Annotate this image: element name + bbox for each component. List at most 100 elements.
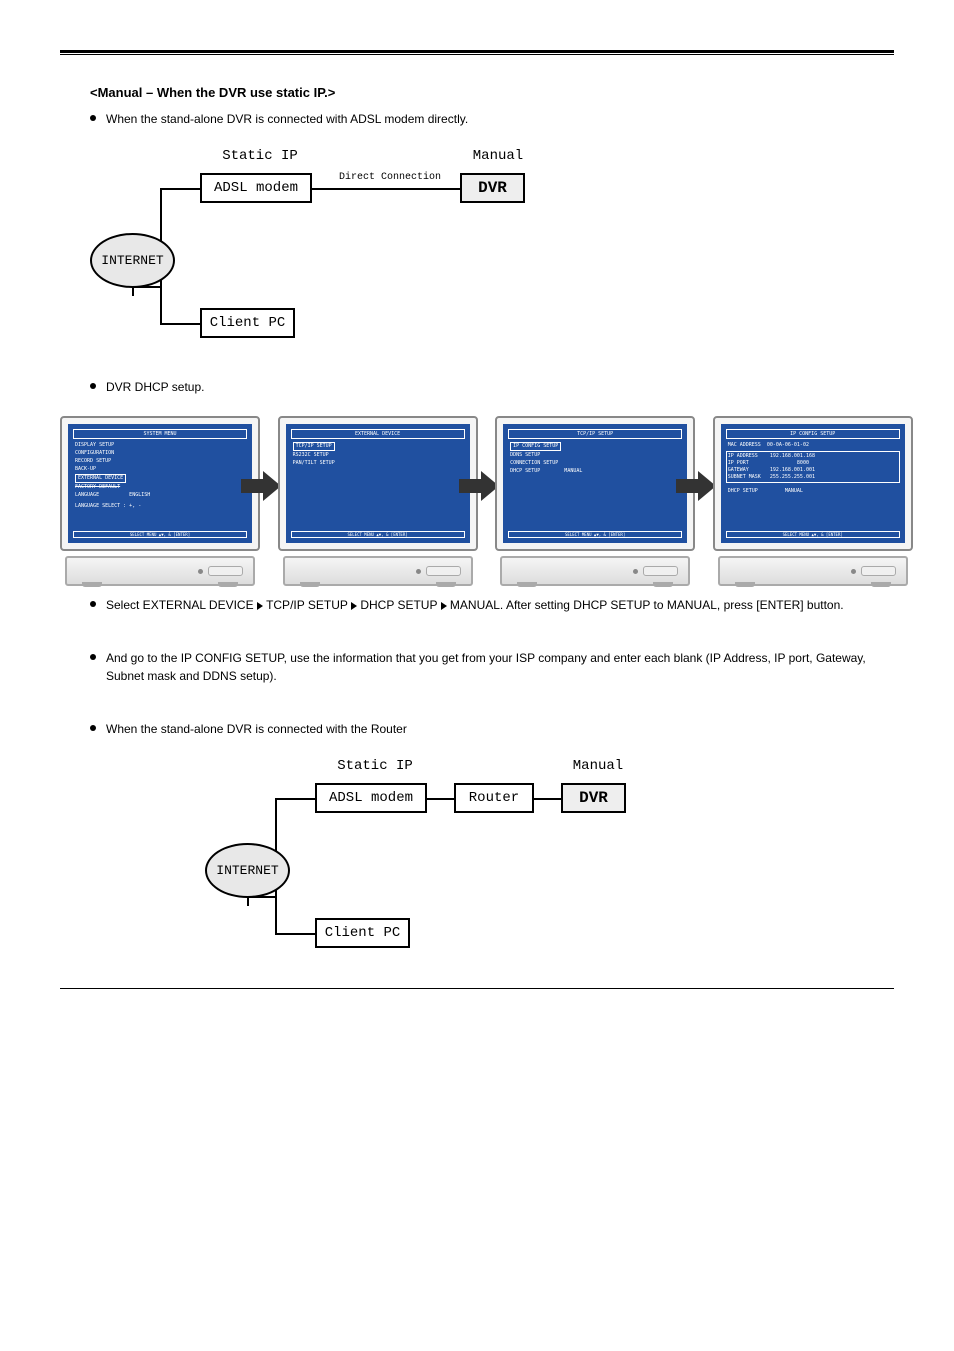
dvr-base (500, 556, 690, 586)
node-internet: INTERNET (90, 233, 175, 288)
triangle-right-icon (441, 602, 447, 610)
dvr-menu-footer: SELECT MENU ▲▼, & [ENTER] (726, 531, 900, 538)
triangle-right-icon (257, 602, 263, 610)
bullet-dot-icon (90, 601, 96, 607)
connector-line (247, 896, 277, 898)
dvr-menu-item: GATEWAY 192.168.001.001 (728, 467, 898, 474)
bullet-item: And go to the IP CONFIG SETUP, use the i… (90, 649, 894, 685)
dvr-led-icon (416, 569, 421, 574)
dvr-menu-title: TCP/IP SETUP (508, 429, 682, 439)
dvr-foot (218, 582, 238, 587)
dvr-menu: TCP/IP SETUP IP CONFIG SETUP DDNS SETUP … (503, 424, 687, 543)
dvr-menu-item: MAC ADDRESS 00-0A-06-01-02 (726, 441, 900, 449)
dvr-foot (653, 582, 673, 587)
dvr-menu-item: CONFIGURATION (73, 449, 247, 457)
dvr-menu-item: DHCP SETUP MANUAL (726, 487, 900, 495)
dvr-foot (300, 582, 320, 587)
connector-line (160, 323, 200, 325)
dvr-menu-item: CONNECTION SETUP (508, 459, 682, 467)
dvr-menu-item: BACK-UP (73, 465, 247, 473)
network-diagram-2: Static IP ADSL modem Router Manual DVR I… (150, 758, 650, 958)
bullet-dot-icon (90, 115, 96, 121)
dvr-led-icon (633, 569, 638, 574)
dvr-menu-item: DISPLAY SETUP (73, 441, 247, 449)
dvr-menu-footer: SELECT MENU ▲▼, & [ENTER] (508, 531, 682, 538)
dvr-menu-item: DDNS SETUP (508, 451, 682, 459)
dvr-screen-2: EXTERNAL DEVICE TCP/IP SETUP RS232C SETU… (278, 416, 459, 586)
dvr-menu-item: DHCP SETUP MANUAL (508, 467, 682, 475)
dvr-menu-item: PAN/TILT SETUP (291, 459, 465, 467)
dvr-monitor: IP CONFIG SETUP MAC ADDRESS 00-0A-06-01-… (713, 416, 913, 551)
dvr-slot-icon (643, 566, 678, 576)
dvr-foot (82, 582, 102, 587)
box-adsl-modem: ADSL modem (200, 173, 312, 203)
dvr-menu-title: SYSTEM MENU (73, 429, 247, 439)
box-router: Router (454, 783, 534, 813)
dvr-menu-item: LANGUAGE SELECT : +, - (73, 502, 247, 510)
dvr-menu-box: IP ADDRESS 192.168.001.168 IP PORT 8000 … (726, 451, 900, 483)
bullet-text: DVR DHCP setup. (106, 378, 894, 396)
connector-line (275, 798, 315, 800)
dvr-menu: EXTERNAL DEVICE TCP/IP SETUP RS232C SETU… (286, 424, 470, 543)
box-dvr: DVR (460, 173, 525, 203)
connector-line (247, 896, 249, 906)
dvr-slot-icon (861, 566, 896, 576)
dvr-screen-3: TCP/IP SETUP IP CONFIG SETUP DDNS SETUP … (495, 416, 676, 586)
dvr-foot (735, 582, 755, 587)
dvr-base (65, 556, 255, 586)
label-manual: Manual (468, 148, 528, 164)
arrow-right-icon (241, 471, 277, 501)
bullet-dot-icon (90, 383, 96, 389)
bullet-dot-icon (90, 654, 96, 660)
dvr-monitor: SYSTEM MENU DISPLAY SETUP CONFIGURATION … (60, 416, 260, 551)
bottom-border (60, 988, 894, 989)
bullet-text: And go to the IP CONFIG SETUP, use the i… (106, 649, 894, 685)
dvr-menu-title: IP CONFIG SETUP (726, 429, 900, 439)
dvr-slot-icon (208, 566, 243, 576)
box-client-pc: Client PC (315, 918, 410, 948)
network-diagram-1: Static IP ADSL modem Direct Connection M… (90, 148, 590, 358)
box-client-pc: Client PC (200, 308, 295, 338)
top-border (60, 50, 894, 55)
dvr-foot (436, 582, 456, 587)
connector-line (275, 933, 315, 935)
dvr-led-icon (198, 569, 203, 574)
dvr-menu-item: RS232C SETUP (291, 451, 465, 459)
bullet-item: When the stand-alone DVR is connected wi… (90, 720, 894, 738)
dvr-menu-item: LANGUAGE ENGLISH (73, 491, 247, 499)
section-heading: <Manual – When the DVR use static IP.> (90, 85, 894, 100)
dvr-menu-footer: SELECT MENU ▲▼, & [ENTER] (73, 531, 247, 538)
connector-line (534, 798, 561, 800)
label-static-ip: Static IP (335, 758, 415, 774)
bullet-text: Select EXTERNAL DEVICE TCP/IP SETUP DHCP… (106, 596, 894, 614)
dvr-menu-footer: SELECT MENU ▲▼, & [ENTER] (291, 531, 465, 538)
dvr-screen-1: SYSTEM MENU DISPLAY SETUP CONFIGURATION … (60, 416, 241, 586)
bullet-item: When the stand-alone DVR is connected wi… (90, 110, 894, 128)
step2-part: TCP/IP SETUP (266, 598, 351, 612)
dvr-base (283, 556, 473, 586)
bullet-dot-icon (90, 725, 96, 731)
dvr-menu-item: RECORD SETUP (73, 457, 247, 465)
dvr-led-icon (851, 569, 856, 574)
dvr-monitor: TCP/IP SETUP IP CONFIG SETUP DDNS SETUP … (495, 416, 695, 551)
bullet-text: When the stand-alone DVR is connected wi… (106, 720, 894, 738)
label-manual: Manual (568, 758, 628, 774)
dvr-screen-4: IP CONFIG SETUP MAC ADDRESS 00-0A-06-01-… (713, 416, 894, 586)
triangle-right-icon (351, 602, 357, 610)
box-adsl-modem: ADSL modem (315, 783, 427, 813)
connector-line (160, 188, 200, 190)
dvr-foot (871, 582, 891, 587)
box-dvr: DVR (561, 783, 626, 813)
dvr-menu-item: IP CONFIG SETUP (508, 441, 682, 451)
dvr-menu-item: IP PORT 8000 (728, 460, 898, 467)
label-static-ip: Static IP (220, 148, 300, 164)
dvr-menu-item: FACTORY DEFAULT (73, 483, 247, 491)
bullet-text: When the stand-alone DVR is connected wi… (106, 110, 894, 128)
dvr-menu-row: SYSTEM MENU DISPLAY SETUP CONFIGURATION … (60, 416, 894, 586)
step2-part: Select EXTERNAL DEVICE (106, 598, 257, 612)
step2-part: DHCP SETUP (360, 598, 440, 612)
dvr-menu: IP CONFIG SETUP MAC ADDRESS 00-0A-06-01-… (721, 424, 905, 543)
arrow-right-icon (459, 471, 495, 501)
dvr-foot (517, 582, 537, 587)
bullet-step-2: Select EXTERNAL DEVICE TCP/IP SETUP DHCP… (90, 596, 894, 614)
